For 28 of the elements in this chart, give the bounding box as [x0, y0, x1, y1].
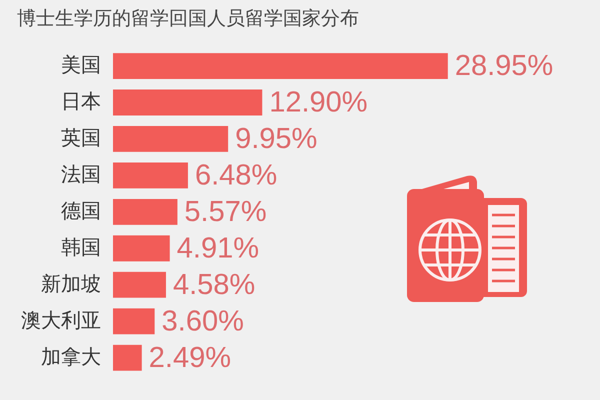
bar	[113, 308, 155, 334]
bar	[113, 272, 166, 298]
bar	[113, 235, 170, 262]
y-tick-label: 加拿大	[41, 346, 101, 368]
data-label: 28.95%	[454, 50, 554, 82]
data-label: 3.60%	[162, 305, 244, 338]
bar	[113, 126, 228, 152]
chart-title: 博士生学历的留学回国人员留学国家分布	[17, 8, 359, 30]
bar	[113, 53, 448, 79]
data-label: 12.90%	[269, 86, 368, 118]
y-tick-label: 日本	[61, 91, 101, 114]
data-label: 4.58%	[172, 268, 256, 301]
data-label: 5.57%	[184, 196, 267, 228]
y-tick-label: 新加坡	[41, 273, 101, 296]
bar	[113, 90, 262, 116]
data-label: 6.48%	[194, 159, 278, 192]
y-tick-label: 澳大利亚	[21, 310, 101, 332]
data-label: 4.91%	[176, 232, 260, 264]
y-tick-label: 法国	[61, 164, 101, 186]
y-tick-label: 韩国	[61, 236, 101, 259]
bar	[113, 198, 178, 225]
y-tick-label: 德国	[61, 200, 101, 222]
y-tick-label: 英国	[61, 127, 101, 150]
bar	[113, 344, 142, 371]
data-label: 9.95%	[235, 122, 318, 155]
bar	[113, 162, 188, 188]
y-tick-label: 美国	[61, 54, 101, 77]
data-label: 2.49%	[148, 342, 232, 374]
